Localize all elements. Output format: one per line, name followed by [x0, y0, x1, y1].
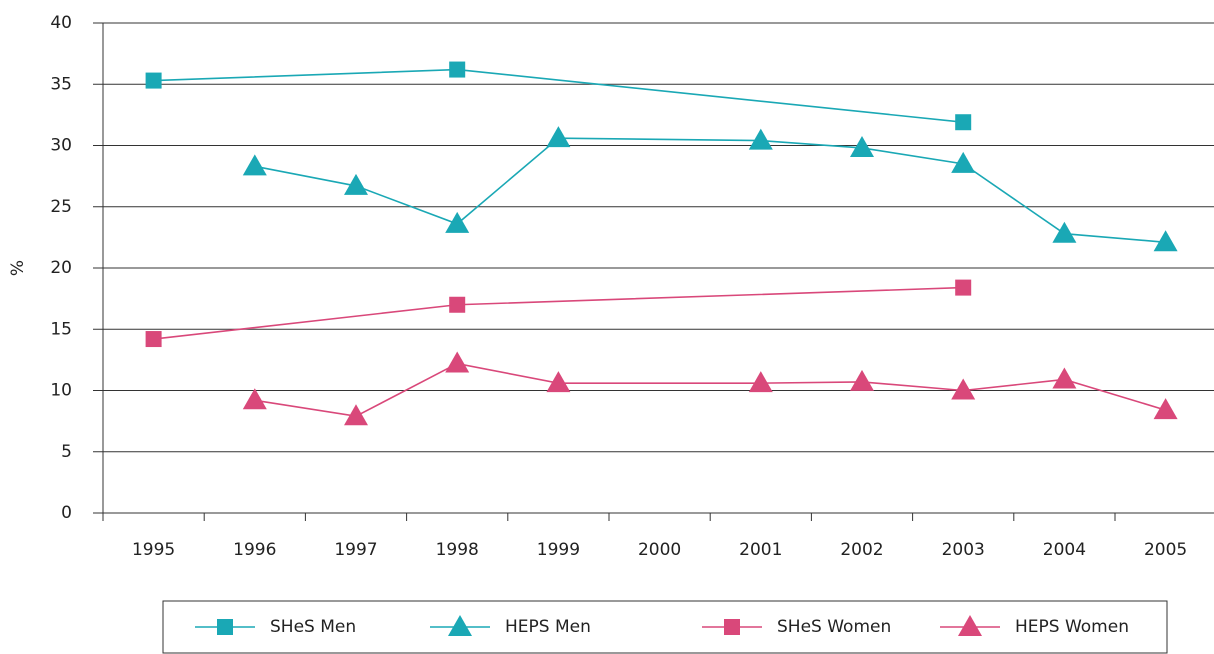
y-tick-label: 20 [50, 258, 72, 278]
x-tick-label: 2003 [942, 540, 985, 560]
marker [951, 151, 976, 173]
marker [145, 72, 162, 89]
y-tick-label: 10 [50, 381, 72, 401]
marker [748, 371, 773, 393]
legend-label: SHeS Men [270, 617, 356, 637]
marker [1153, 230, 1178, 252]
legend-label: HEPS Men [505, 617, 591, 637]
marker [1153, 398, 1178, 420]
marker [850, 369, 874, 391]
marker [955, 279, 972, 296]
marker [449, 296, 466, 313]
x-tick-label: 2002 [840, 540, 883, 560]
series-line [153, 68, 964, 124]
series-line [254, 362, 1166, 418]
marker [546, 371, 571, 393]
marker [445, 351, 470, 373]
legend-label: SHeS Women [777, 617, 891, 637]
y-tick-label: 0 [61, 503, 72, 523]
y-axis-label: % [8, 260, 28, 276]
marker [217, 619, 233, 635]
x-tick-label: 1998 [436, 540, 479, 560]
x-tick-label: 1999 [537, 540, 580, 560]
marker [145, 331, 162, 348]
marker [850, 135, 874, 157]
y-tick-label: 35 [50, 74, 72, 94]
marker [724, 619, 740, 635]
y-tick-label: 15 [50, 319, 72, 339]
marker [344, 173, 368, 195]
x-tick-label: 2000 [638, 540, 681, 560]
marker [748, 128, 773, 150]
marker [445, 211, 470, 233]
y-tick-label: 25 [50, 197, 72, 217]
marker [955, 114, 972, 131]
marker [242, 154, 267, 176]
legend-box [162, 600, 1168, 654]
y-tick-label: 5 [61, 442, 72, 462]
x-tick-label: 2001 [739, 540, 782, 560]
x-tick-label: 2005 [1144, 540, 1187, 560]
marker [449, 61, 466, 78]
marker [344, 404, 368, 426]
legend-label: HEPS Women [1015, 617, 1129, 637]
marker [1052, 221, 1077, 243]
marker [448, 615, 472, 636]
x-tick-label: 1997 [334, 540, 377, 560]
marker [546, 126, 571, 148]
series-line [153, 286, 964, 340]
marker [242, 388, 267, 410]
x-tick-label: 2004 [1043, 540, 1086, 560]
y-tick-label: 30 [50, 136, 72, 156]
marker [951, 378, 976, 400]
series-line [254, 137, 1166, 244]
y-tick-label: 40 [50, 13, 72, 33]
marker [958, 615, 982, 636]
x-tick-label: 1996 [233, 540, 276, 560]
marker [1052, 367, 1077, 389]
x-tick-label: 1995 [132, 540, 175, 560]
